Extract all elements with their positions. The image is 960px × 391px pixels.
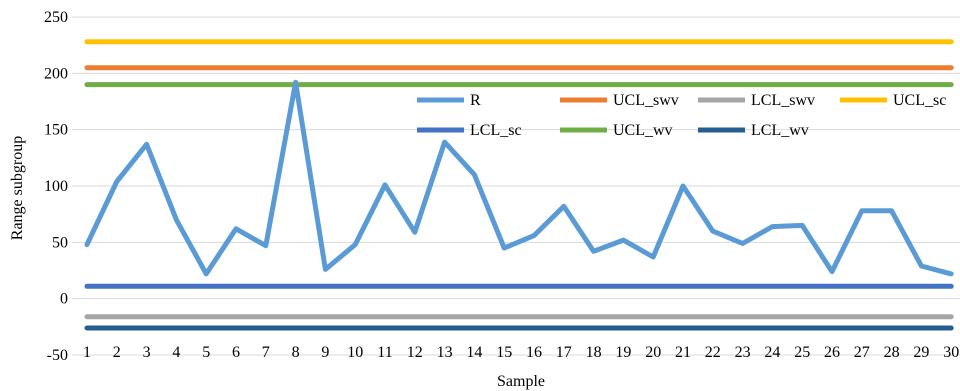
x-tick-label: 13 xyxy=(437,344,453,361)
x-tick-label: 10 xyxy=(347,344,363,361)
y-axis-title: Range subgroup xyxy=(9,136,26,240)
x-tick-label: 28 xyxy=(884,344,900,361)
x-tick-label: 4 xyxy=(172,344,180,361)
x-tick-labels: 1 2 3 4 5 6 7 8 9 10 11 12 13 14 15 16 17 18 19 20 21 22 23 24 2… xyxy=(83,344,959,361)
legend-label: LCL_sc xyxy=(470,122,522,139)
legend: R UCL_swv LCL_swv UCL_sc LCL_sc UCL_wv LCL_wv xyxy=(417,92,946,139)
x-tick-label: 12 xyxy=(407,344,423,361)
x-tick-label: 21 xyxy=(675,344,691,361)
x-tick-label: 26 xyxy=(824,344,840,361)
x-tick-label: 7 xyxy=(262,344,270,361)
x-tick-label: 27 xyxy=(854,344,870,361)
series-line-r xyxy=(84,79,954,277)
x-tick-label: 18 xyxy=(586,344,602,361)
series-lines xyxy=(84,39,954,331)
x-tick-label: 24 xyxy=(764,344,780,361)
legend-label: R xyxy=(470,92,481,109)
y-tick-label: 50 xyxy=(52,234,68,251)
x-tick-label: 2 xyxy=(113,344,121,361)
y-tick-label: 200 xyxy=(44,65,68,82)
x-tick-label: 23 xyxy=(735,344,751,361)
x-tick-label: 17 xyxy=(556,344,572,361)
y-tick-label: 0 xyxy=(60,291,68,308)
x-tick-label: 14 xyxy=(466,344,482,361)
x-tick-label: 29 xyxy=(913,344,929,361)
legend-label: UCL_swv xyxy=(613,92,679,109)
x-tick-label: 9 xyxy=(321,344,329,361)
x-tick-label: 8 xyxy=(292,344,300,361)
x-tick-label: 15 xyxy=(496,344,512,361)
legend-label: LCL_wv xyxy=(751,122,809,139)
x-tick-label: 16 xyxy=(526,344,542,361)
x-tick-label: 3 xyxy=(143,344,151,361)
y-tick-labels: -50 0 50 100 150 200 250 xyxy=(44,9,68,364)
legend-label: UCL_wv xyxy=(613,122,673,139)
x-tick-label: 6 xyxy=(232,344,240,361)
legend-label: LCL_swv xyxy=(751,92,815,109)
legend-label: UCL_sc xyxy=(893,92,946,109)
x-tick-label: 19 xyxy=(615,344,631,361)
x-tick-label: 11 xyxy=(377,344,392,361)
x-tick-label: 5 xyxy=(202,344,210,361)
y-tick-label: -50 xyxy=(47,347,68,364)
x-tick-label: 25 xyxy=(794,344,810,361)
x-tick-label: 20 xyxy=(645,344,661,361)
x-axis-title: Sample xyxy=(497,373,545,390)
y-tick-label: 250 xyxy=(44,9,68,26)
x-tick-label: 30 xyxy=(943,344,959,361)
x-tick-label: 1 xyxy=(83,344,91,361)
y-tick-label: 150 xyxy=(44,122,68,139)
y-tick-label: 100 xyxy=(44,178,68,195)
x-tick-label: 22 xyxy=(705,344,721,361)
